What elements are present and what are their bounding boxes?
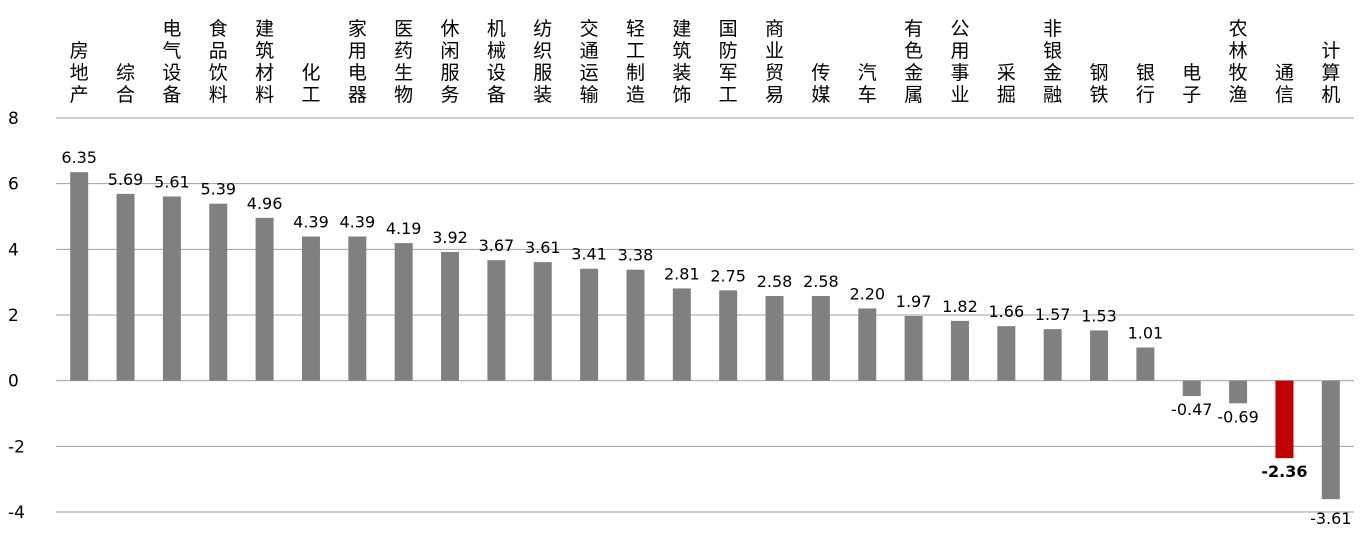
data-label: 4.19 — [386, 219, 422, 238]
y-tick-label: -2 — [8, 437, 25, 457]
category-label: 休闲服务 — [441, 18, 460, 106]
y-axis-ticks: 8 6 4 2 0 -2 -4 — [8, 109, 25, 523]
bar — [580, 268, 599, 381]
data-label: 3.61 — [525, 238, 561, 257]
data-label: -2.36 — [1261, 462, 1307, 481]
category-label: 计算机 — [1321, 40, 1340, 106]
y-tick-label: 4 — [8, 240, 19, 260]
bar — [209, 203, 228, 381]
data-label: 1.57 — [1035, 305, 1071, 324]
bar — [672, 288, 691, 381]
category-label: 有色金属 — [904, 18, 923, 106]
data-label: 2.75 — [710, 266, 746, 285]
category-label: 通信 — [1275, 62, 1294, 106]
data-label: -0.69 — [1217, 407, 1258, 426]
bar — [1275, 380, 1294, 459]
data-label: -3.61 — [1310, 509, 1351, 528]
bar — [858, 308, 877, 381]
category-label: 汽车 — [858, 62, 877, 106]
data-label: 5.39 — [200, 180, 236, 199]
y-tick-label: -4 — [8, 503, 25, 523]
data-label: 1.53 — [1081, 306, 1117, 325]
bar — [811, 295, 830, 381]
data-label: 2.81 — [664, 264, 700, 283]
bar — [765, 295, 784, 381]
category-label: 建筑装饰 — [672, 18, 691, 106]
data-label: 1.82 — [942, 297, 978, 316]
data-label: 1.66 — [989, 302, 1025, 321]
category-label: 化工 — [301, 62, 320, 106]
category-label: 钢铁 — [1090, 62, 1109, 106]
data-label: 1.01 — [1128, 324, 1164, 343]
bar — [1229, 380, 1248, 404]
data-label: 5.61 — [154, 172, 190, 191]
category-label: 房地产 — [70, 40, 89, 106]
category-label: 交通运输 — [580, 18, 599, 106]
bar — [255, 217, 274, 381]
bar — [719, 290, 738, 381]
category-label: 农林牧渔 — [1229, 18, 1248, 106]
bar — [1090, 330, 1109, 381]
bar — [116, 193, 135, 381]
category-label: 国防军工 — [719, 18, 738, 106]
bar — [533, 262, 552, 381]
bar — [348, 236, 367, 381]
category-label: 建筑材料 — [255, 18, 274, 106]
category-label: 商业贸易 — [765, 18, 784, 106]
y-tick-label: 0 — [8, 372, 19, 392]
bar — [301, 236, 320, 381]
y-tick-label: 6 — [8, 175, 19, 195]
bar — [394, 243, 413, 381]
bar — [70, 172, 89, 381]
data-label: 3.38 — [618, 246, 654, 265]
data-label: 2.58 — [757, 272, 793, 291]
data-label: 3.41 — [571, 245, 607, 264]
data-label: 4.96 — [247, 194, 283, 213]
data-label: 2.58 — [803, 272, 839, 291]
category-label: 机械设备 — [487, 18, 506, 106]
data-label: 4.39 — [340, 213, 376, 232]
data-labels: 6.35 5.69 5.61 5.39 4.96 4.39 4.39 4.19 3.92 3.67… — [61, 148, 1351, 528]
category-label: 采掘 — [997, 62, 1016, 106]
category-label: 电气设备 — [162, 18, 181, 106]
bar — [1043, 329, 1062, 381]
data-label: 3.92 — [432, 228, 468, 247]
data-label: 5.69 — [108, 170, 144, 189]
category-label: 电子 — [1182, 62, 1201, 106]
category-label: 非银金融 — [1043, 18, 1062, 106]
bar — [950, 320, 969, 381]
category-label: 银行 — [1136, 62, 1155, 106]
category-label: 综合 — [116, 62, 135, 106]
bars — [70, 172, 1340, 500]
data-label: 1.97 — [896, 292, 932, 311]
category-label: 医药生物 — [394, 18, 413, 106]
gridlines — [56, 117, 1354, 513]
bar — [904, 315, 923, 381]
bar — [1182, 380, 1201, 397]
bar — [1321, 380, 1340, 500]
bar — [997, 326, 1016, 381]
y-tick-label: 2 — [8, 306, 19, 326]
category-label: 公用事业 — [950, 18, 969, 106]
data-label: 3.67 — [479, 236, 515, 255]
bar — [487, 260, 506, 381]
category-label: 传媒 — [811, 62, 830, 106]
bar — [441, 251, 460, 381]
y-tick-label: 8 — [8, 109, 19, 129]
category-label: 轻工制造 — [626, 18, 645, 106]
data-label: 4.39 — [293, 213, 329, 232]
bar — [626, 269, 645, 381]
data-label: 2.20 — [849, 284, 885, 303]
category-label: 家用电器 — [348, 18, 367, 106]
category-label: 食品饮料 — [209, 18, 228, 106]
bar — [1136, 347, 1155, 381]
bar — [162, 196, 181, 381]
data-label: -0.47 — [1171, 400, 1212, 419]
data-label: 6.35 — [61, 148, 97, 167]
category-label: 纺织服装 — [533, 18, 552, 106]
